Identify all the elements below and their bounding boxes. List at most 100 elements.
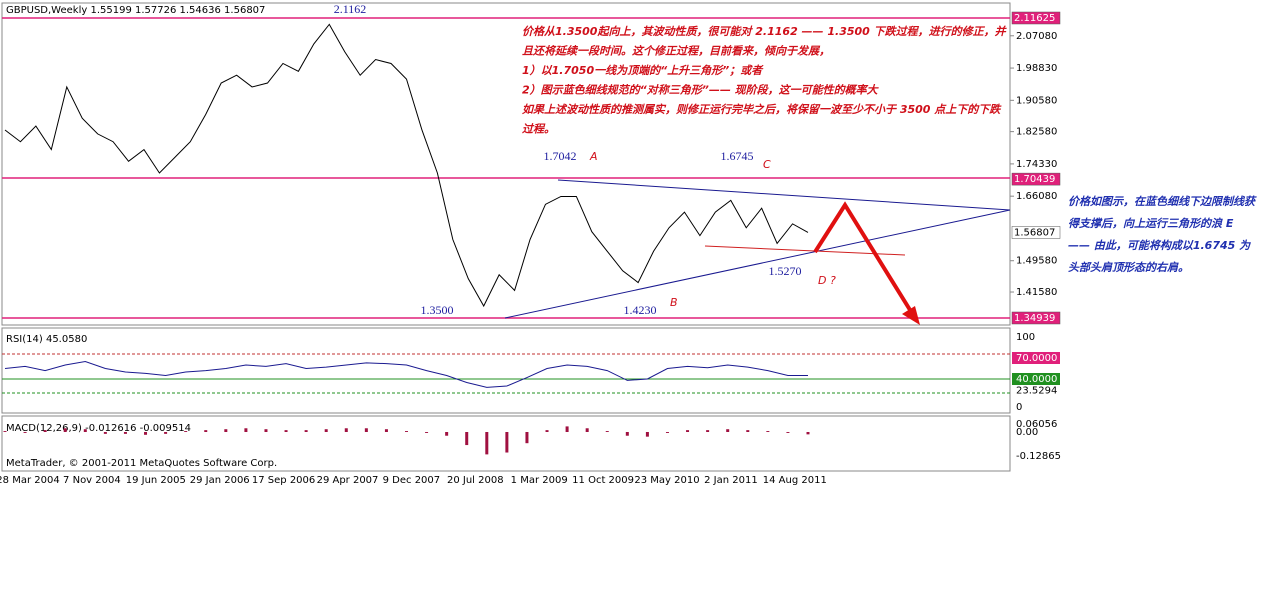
macd-bar xyxy=(224,429,228,432)
level-label: 1.34939 xyxy=(1014,313,1055,324)
level-label: 1.70439 xyxy=(1014,174,1055,185)
macd-bar xyxy=(3,431,7,432)
side-note: —— 由此，可能将构成以1.6745 为 xyxy=(1068,239,1251,252)
rsi-tick-label: 40.0000 xyxy=(1016,374,1057,385)
price-tick-label: 1.41580 xyxy=(1016,287,1057,298)
macd-bar xyxy=(545,430,549,432)
time-label: 1 Mar 2009 xyxy=(511,475,568,486)
macd-bar xyxy=(746,430,750,432)
macd-bar xyxy=(344,428,348,432)
rsi-tick-label: 0 xyxy=(1016,402,1022,413)
side-note: 头部头肩顶形态的右肩。 xyxy=(1068,261,1189,274)
macd-bar xyxy=(766,431,770,432)
wave-label: D ? xyxy=(818,274,836,287)
rsi-title: RSI(14) 45.0580 xyxy=(6,334,87,345)
time-label: 7 Nov 2004 xyxy=(63,475,121,486)
wave-label: A xyxy=(589,150,598,163)
macd-bar xyxy=(304,430,308,432)
macd-bar xyxy=(686,430,690,432)
copyright: MetaTrader, © 2001-2011 MetaQuotes Softw… xyxy=(6,458,277,469)
time-label: 11 Oct 2009 xyxy=(572,475,634,486)
analysis-note: 1）以1.7050一线为顶端的“上升三角形”；或者 xyxy=(522,64,764,77)
price-annotation: 2.1162 xyxy=(334,2,367,16)
macd-bar xyxy=(485,432,489,455)
rsi-tick-label: 23.5294 xyxy=(1016,386,1057,397)
price-annotation: 1.7042 xyxy=(544,149,577,163)
time-label: 17 Sep 2006 xyxy=(252,475,315,486)
macd-title: MACD(12,26,9) -0.012616 -0.009514 xyxy=(6,423,191,434)
time-label: 19 Jun 2005 xyxy=(126,475,186,486)
macd-bar xyxy=(63,428,67,432)
level-box xyxy=(1011,311,1061,325)
macd-bar xyxy=(103,432,107,434)
price-annotation: 1.6745 xyxy=(721,149,754,163)
macd-bar xyxy=(585,428,589,432)
analysis-note: 价格从1.3500起向上，其波动性质，很可能对 2.1162 —— 1.3500… xyxy=(522,25,1008,38)
wave-label: C xyxy=(763,158,771,171)
macd-tick-label: -0.12865 xyxy=(1016,451,1061,462)
macd-bar xyxy=(405,431,408,432)
level-box xyxy=(1011,172,1061,186)
macd-bar xyxy=(264,429,268,432)
analysis-note: 过程。 xyxy=(522,123,555,136)
price-tick-label: 1.49580 xyxy=(1016,256,1057,267)
side-note: 价格如图示，在蓝色细线下边限制线获 xyxy=(1068,195,1257,208)
price-tick-label: 2.07080 xyxy=(1016,31,1057,42)
price-tick-label: 1.90580 xyxy=(1016,95,1057,106)
rsi-line xyxy=(4,360,809,388)
macd-bar xyxy=(505,432,509,453)
rsi-tick-label: 70.0000 xyxy=(1016,353,1057,364)
header: GBPUSD,Weekly 1.55199 1.57726 1.54636 1.… xyxy=(6,5,265,16)
macd-bar xyxy=(525,432,529,444)
time-label: 29 Jan 2006 xyxy=(190,475,250,486)
macd-bar xyxy=(726,429,730,432)
macd-bar xyxy=(184,431,188,432)
analysis-note: 且还将延续一段时间。这个修正过程，目前看来，倾向于发展， xyxy=(522,45,830,58)
analysis-note: 2）图示蓝色细线规范的“对称三角形”—— 现阶段，这一可能性的概率大 xyxy=(522,84,880,97)
macd-bar xyxy=(425,432,429,433)
rsi-tick-label: 100 xyxy=(1016,332,1035,343)
time-label: 20 Jul 2008 xyxy=(447,475,504,486)
time-label: 29 Apr 2007 xyxy=(317,475,379,486)
trend-line xyxy=(504,209,1011,319)
macd-bar xyxy=(605,431,609,432)
time-label: 2 Jan 2011 xyxy=(704,475,758,486)
analysis-note: 如果上述波动性质的推测属实，则修正运行完毕之后，将保留一波至少不小于 3500 … xyxy=(522,103,1002,116)
price-annotation: 1.4230 xyxy=(624,303,657,317)
time-label: 14 Aug 2011 xyxy=(763,475,827,486)
support-line xyxy=(704,245,906,256)
macd-tick-label: 0.00 xyxy=(1016,427,1038,438)
time-label: 23 May 2010 xyxy=(634,475,699,486)
price-line xyxy=(4,23,809,308)
wave-label: B xyxy=(670,296,678,309)
macd-bar xyxy=(83,429,87,432)
price-tick-label: 1.74330 xyxy=(1016,159,1057,170)
macd-bar xyxy=(123,432,127,434)
level-box xyxy=(1012,373,1060,385)
macd-bar xyxy=(445,432,449,436)
level-box xyxy=(1011,226,1061,239)
level-box xyxy=(1012,352,1060,364)
macd-bar xyxy=(43,430,47,432)
macd-bar xyxy=(786,432,790,433)
time-label: 28 Mar 2004 xyxy=(0,475,60,486)
macd-bar xyxy=(23,432,27,433)
rsi-pane xyxy=(1,327,1011,414)
macd-pane xyxy=(1,415,1011,472)
macd-bar xyxy=(706,430,710,432)
price-annotation: 1.3500 xyxy=(421,303,454,317)
macd-bar xyxy=(364,428,368,432)
macd-bar xyxy=(625,432,629,436)
time-label: 9 Dec 2007 xyxy=(383,475,441,486)
macd-bar xyxy=(324,429,328,432)
macd-bar xyxy=(465,432,469,446)
price-annotation: 1.5270 xyxy=(769,264,802,278)
macd-bar xyxy=(665,432,669,433)
level-label: 1.56807 xyxy=(1014,227,1055,238)
macd-bar xyxy=(645,432,649,437)
side-note: 得支撑后，向上运行三角形的浪 E xyxy=(1068,217,1234,230)
level-label: 2.11625 xyxy=(1014,13,1055,24)
